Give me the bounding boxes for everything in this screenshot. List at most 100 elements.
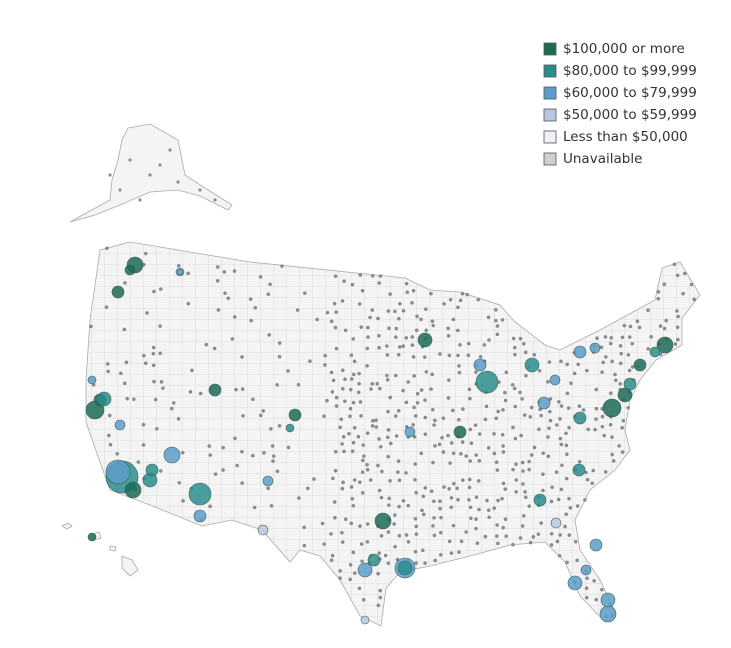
county-dot: [438, 499, 442, 504]
county-dot: [477, 459, 482, 463]
county-dot: [253, 306, 258, 310]
county-dot: [429, 387, 433, 391]
county-dot: [240, 355, 244, 359]
county-bubble: [549, 374, 561, 386]
county-dot: [198, 391, 203, 396]
county-dot: [432, 516, 436, 520]
county-dot: [385, 435, 390, 440]
county-dot: [539, 413, 543, 418]
county-dot: [537, 427, 541, 432]
county-dot: [547, 360, 552, 364]
county-dot: [457, 550, 461, 554]
legend-label: Less than $50,000: [563, 129, 688, 145]
county-dot: [496, 541, 500, 546]
county-dot: [548, 409, 552, 414]
county-dot: [511, 542, 515, 547]
county-dot: [548, 397, 553, 401]
county-dot: [365, 431, 370, 435]
county-dot: [675, 309, 679, 313]
county-dot: [378, 588, 383, 593]
county-dot: [528, 540, 533, 545]
county-dot: [583, 498, 587, 502]
county-dot: [564, 443, 569, 448]
county-dot: [485, 498, 489, 503]
county-dot: [347, 432, 351, 436]
county-dot: [360, 559, 364, 563]
county-dot: [477, 432, 482, 436]
county-dot: [158, 324, 162, 328]
county-dot: [370, 274, 375, 278]
county-dot: [469, 516, 473, 520]
county-dot: [567, 533, 572, 537]
county-dot: [600, 424, 605, 429]
county-bubble: [193, 509, 207, 523]
county-dot: [468, 396, 472, 401]
county-dot: [366, 325, 370, 330]
county-dot: [251, 397, 255, 401]
county-dot: [594, 406, 599, 411]
county-dot: [520, 460, 525, 465]
county-dot: [440, 436, 444, 440]
county-dot: [621, 418, 626, 423]
county-dot: [496, 409, 500, 414]
county-dot: [511, 425, 515, 430]
county-dot: [513, 352, 517, 357]
county-dot: [333, 325, 338, 330]
county-dot: [431, 407, 435, 412]
county-dot: [518, 336, 523, 341]
county-dot: [104, 305, 109, 309]
county-dot: [438, 352, 442, 356]
county-dot: [626, 405, 630, 410]
county-dot: [410, 335, 415, 339]
county-dot: [136, 460, 141, 464]
county-dot: [142, 353, 146, 358]
county-dot: [158, 163, 162, 167]
county-dot: [401, 388, 405, 393]
county-dot: [360, 470, 365, 474]
county-dot: [370, 424, 375, 428]
county-dot: [577, 404, 582, 408]
county-dot: [352, 372, 356, 377]
county-dot: [370, 308, 375, 312]
county-dot: [600, 370, 604, 374]
county-dot: [350, 497, 355, 501]
county-bubble: [163, 446, 181, 464]
county-dot: [330, 553, 335, 558]
county-dot: [513, 404, 518, 409]
legend: $100,000 or more $80,000 to $99,999 $60,00…: [543, 41, 697, 167]
county-dot: [473, 423, 478, 427]
county-dot: [447, 353, 452, 358]
county-bubble: [397, 560, 413, 576]
county-dot: [522, 413, 527, 417]
county-bubble: [599, 605, 617, 623]
county-dot: [452, 481, 456, 486]
county-dot: [106, 369, 110, 374]
county-dot: [351, 550, 356, 555]
county-dot: [365, 462, 369, 467]
county-dot: [397, 317, 401, 321]
county-dot: [359, 542, 364, 546]
county-dot: [267, 333, 271, 337]
county-dot: [414, 532, 419, 536]
county-dot: [358, 524, 362, 528]
county-dot: [356, 434, 361, 439]
county-dot: [419, 317, 423, 322]
county-dot: [591, 468, 595, 473]
county-dot: [261, 409, 265, 413]
county-dot: [619, 351, 623, 356]
county-bubble: [96, 391, 112, 407]
county-dot: [683, 271, 687, 276]
county-dot: [404, 336, 409, 340]
county-dot: [656, 290, 661, 294]
county-dot: [188, 390, 193, 394]
county-dot: [377, 488, 382, 493]
legend-swatch: [543, 108, 557, 122]
county-dot: [401, 344, 406, 348]
county-dot: [414, 490, 418, 495]
county-dot: [461, 407, 465, 411]
county-dot: [431, 460, 435, 465]
county-dot: [520, 397, 524, 401]
county-dot: [376, 571, 380, 576]
county-dot: [386, 309, 391, 313]
county-dot: [565, 560, 569, 565]
